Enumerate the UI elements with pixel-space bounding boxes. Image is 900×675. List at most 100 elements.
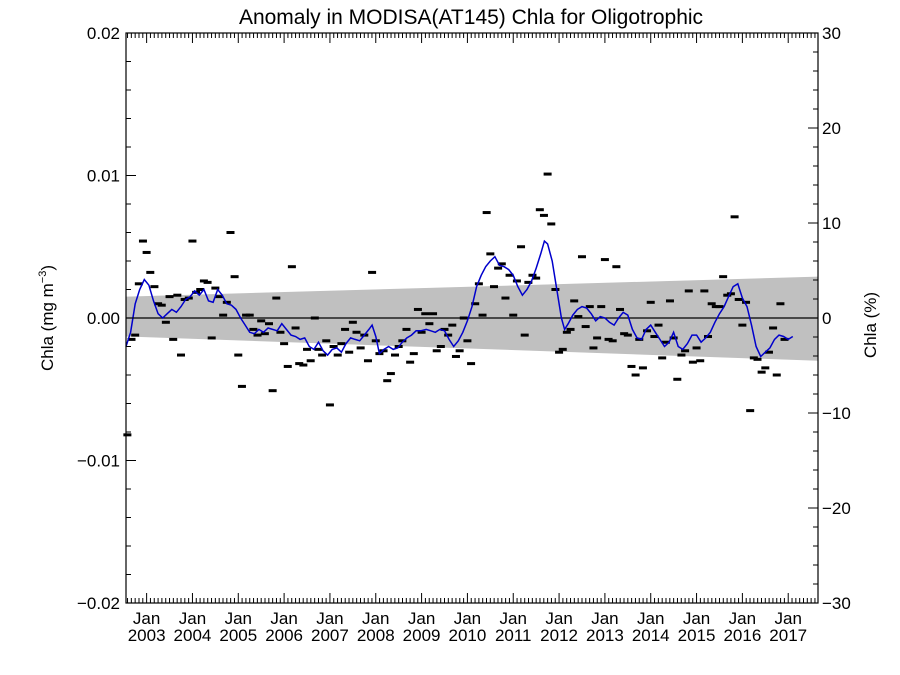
data-point — [482, 211, 491, 215]
data-point — [391, 353, 400, 357]
y-tick-label-right: −30 — [822, 594, 851, 613]
data-point — [276, 330, 285, 334]
data-point — [406, 360, 415, 364]
trend-band — [126, 276, 818, 361]
data-point — [570, 299, 579, 303]
data-point — [310, 316, 319, 320]
data-point — [627, 364, 636, 368]
data-point — [425, 322, 434, 326]
data-point — [291, 326, 300, 330]
data-point — [257, 319, 266, 323]
data-point — [440, 327, 449, 331]
data-point — [237, 384, 246, 388]
data-point — [512, 279, 521, 283]
data-point — [497, 262, 506, 266]
data-point — [681, 349, 690, 353]
data-point — [363, 359, 372, 363]
x-tick-label-month: Jan — [729, 609, 756, 628]
data-point — [260, 332, 269, 336]
data-point — [677, 353, 686, 357]
data-point — [650, 335, 659, 339]
data-point — [528, 273, 537, 277]
data-point — [509, 313, 518, 317]
data-point — [180, 297, 189, 301]
data-point — [165, 295, 174, 299]
data-point — [494, 266, 503, 270]
data-point — [371, 339, 380, 343]
data-point — [303, 347, 312, 351]
y-tick-label-right: 0 — [822, 309, 831, 328]
data-point — [486, 252, 495, 256]
data-point — [643, 329, 652, 333]
data-point — [761, 366, 770, 370]
data-point — [772, 373, 781, 377]
x-tick-label-year: 2009 — [403, 626, 441, 645]
data-point — [215, 295, 224, 299]
data-point — [467, 362, 476, 366]
data-point — [409, 352, 418, 356]
x-tick-label-year: 2006 — [265, 626, 303, 645]
data-point — [612, 265, 621, 269]
data-point — [234, 353, 243, 357]
x-tick-label-month: Jan — [133, 609, 160, 628]
x-tick-label-month: Jan — [179, 609, 206, 628]
data-point — [176, 353, 185, 357]
data-point — [746, 409, 755, 413]
data-point — [638, 366, 647, 370]
data-point — [352, 330, 361, 334]
x-tick-label-month: Jan — [225, 609, 252, 628]
data-point — [444, 333, 453, 337]
data-point — [325, 403, 334, 407]
data-point — [696, 359, 705, 363]
data-point — [742, 300, 751, 304]
y-axis-label-left: Chla (mg m−3) — [37, 265, 57, 371]
chart-title: Anomaly in MODISA(AT145) Chla for Oligot… — [239, 6, 703, 29]
x-tick-label-year: 2007 — [311, 626, 349, 645]
data-point — [769, 326, 778, 330]
data-point — [245, 313, 254, 317]
data-point — [704, 335, 713, 339]
x-tick-label-year: 2014 — [632, 626, 670, 645]
data-point — [299, 363, 308, 367]
data-point — [219, 313, 228, 317]
data-point — [451, 354, 460, 358]
data-point — [524, 280, 533, 284]
x-tick-label-year: 2013 — [586, 626, 624, 645]
data-point — [535, 208, 544, 212]
data-point — [432, 349, 441, 353]
data-point — [188, 239, 197, 243]
data-point — [455, 349, 464, 353]
x-tick-label-month: Jan — [683, 609, 710, 628]
y-tick-label-right: 30 — [822, 24, 841, 43]
data-point — [421, 312, 430, 316]
data-point — [501, 296, 510, 300]
x-tick-label-month: Jan — [775, 609, 802, 628]
x-tick-label-month: Jan — [591, 609, 618, 628]
x-tick-label-month: Jan — [500, 609, 527, 628]
data-point — [585, 305, 594, 309]
data-point — [402, 327, 411, 331]
data-point — [738, 323, 747, 327]
data-point — [646, 300, 655, 304]
data-point — [295, 362, 304, 366]
data-point — [658, 356, 667, 360]
data-point — [203, 280, 212, 284]
data-point — [287, 265, 296, 269]
data-point — [734, 297, 743, 301]
data-point — [329, 345, 338, 348]
data-point — [757, 370, 766, 374]
data-point — [520, 333, 529, 337]
data-point — [673, 377, 682, 381]
data-point — [161, 320, 170, 324]
data-point — [134, 282, 143, 286]
data-point — [532, 276, 541, 280]
data-point — [543, 172, 552, 176]
x-tick-label-year: 2008 — [357, 626, 395, 645]
y-tick-label-right: −10 — [822, 404, 851, 423]
data-point — [558, 347, 567, 351]
data-point — [597, 305, 606, 309]
data-point — [719, 275, 728, 279]
data-point — [318, 353, 327, 357]
data-point — [730, 215, 739, 219]
